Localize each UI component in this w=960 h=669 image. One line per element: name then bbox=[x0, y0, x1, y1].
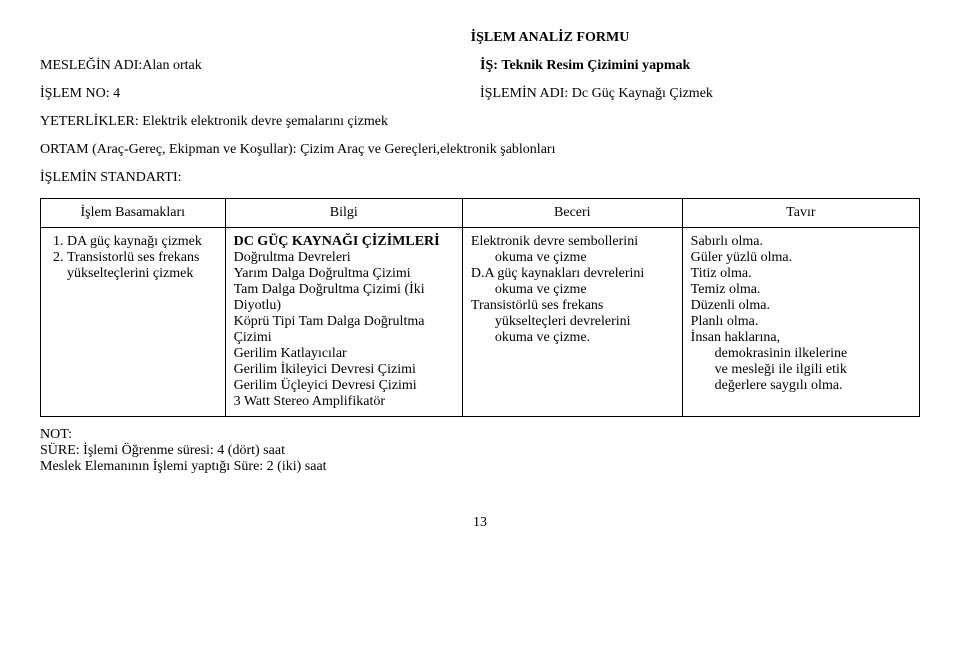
ortam-row: ORTAM (Araç-Gereç, Ekipman ve Koşullar):… bbox=[40, 142, 920, 158]
cell-basamak: DA güç kaynağı çizmek Transistorlü ses f… bbox=[41, 228, 226, 417]
bilgi-line: Yarım Dalga Doğrultma Çizimi bbox=[234, 266, 454, 282]
beceri-line: Transistörlü ses frekans bbox=[471, 298, 674, 314]
ortam-label: ORTAM (Araç-Gereç, Ekipman ve Koşullar): bbox=[40, 142, 297, 157]
meslek-label: MESLEĞİN ADI: bbox=[40, 58, 142, 73]
islemin-adi-label: İŞLEMİN ADI: bbox=[480, 86, 568, 101]
beceri-line: yükselteçleri devrelerini bbox=[471, 314, 674, 330]
tavir-line: ve mesleği ile ilgili etik bbox=[691, 362, 911, 378]
page-number: 13 bbox=[40, 515, 920, 531]
analysis-table: İşlem Basamakları Bilgi Beceri Tavır DA … bbox=[40, 198, 920, 417]
bilgi-line: Köprü Tipi Tam Dalga Doğrultma Çizimi bbox=[234, 314, 454, 346]
tavir-line: Titiz olma. bbox=[691, 266, 911, 282]
tavir-line: değerlere saygılı olma. bbox=[691, 378, 911, 394]
islem-no-label: İŞLEM NO: bbox=[40, 86, 110, 101]
tavir-line: İnsan haklarına, bbox=[691, 330, 911, 346]
cell-tavir: Sabırlı olma. Güler yüzlü olma. Titiz ol… bbox=[682, 228, 919, 417]
is-value: Teknik Resim Çizimini yapmak bbox=[501, 58, 690, 73]
row-islemno-islemadi: İŞLEM NO: 4 İŞLEMİN ADI: Dc Güç Kaynağı … bbox=[40, 86, 920, 102]
table-header-row: İşlem Basamakları Bilgi Beceri Tavır bbox=[41, 199, 920, 228]
form-title: İŞLEM ANALİZ FORMU bbox=[180, 30, 920, 46]
footer-block: NOT: SÜRE: İşlemi Öğrenme süresi: 4 (dör… bbox=[40, 427, 920, 475]
basamak-list: DA güç kaynağı çizmek Transistorlü ses f… bbox=[49, 234, 217, 282]
cell-bilgi: DC GÜÇ KAYNAĞI ÇİZİMLERİ Doğrultma Devre… bbox=[225, 228, 462, 417]
islemin-adi-value: Dc Güç Kaynağı Çizmek bbox=[572, 86, 713, 101]
beceri-line: D.A güç kaynakları devrelerini bbox=[471, 266, 674, 282]
form-page: İŞLEM ANALİZ FORMU MESLEĞİN ADI:Alan ort… bbox=[40, 30, 920, 531]
tavir-line: demokrasinin ilkelerine bbox=[691, 346, 911, 362]
beceri-line: Elektronik devre sembollerini bbox=[471, 234, 674, 250]
meslek-block: MESLEĞİN ADI:Alan ortak bbox=[40, 58, 480, 74]
bilgi-line: 3 Watt Stereo Amplifikatör bbox=[234, 394, 454, 410]
is-block: İŞ: Teknik Resim Çizimini yapmak bbox=[480, 58, 920, 74]
tavir-line: Planlı olma. bbox=[691, 314, 911, 330]
bilgi-title: DC GÜÇ KAYNAĞI ÇİZİMLERİ bbox=[234, 234, 454, 250]
row-meslek-is: MESLEĞİN ADI:Alan ortak İŞ: Teknik Resim… bbox=[40, 58, 920, 74]
islemin-adi-block: İŞLEMİN ADI: Dc Güç Kaynağı Çizmek bbox=[480, 86, 920, 102]
header-beceri: Beceri bbox=[462, 199, 682, 228]
bilgi-line: Doğrultma Devreleri bbox=[234, 250, 454, 266]
standart-label: İŞLEMİN STANDARTI: bbox=[40, 170, 182, 185]
header-tavir: Tavır bbox=[682, 199, 919, 228]
header-bilgi: Bilgi bbox=[225, 199, 462, 228]
bilgi-line: Gerilim Katlayıcılar bbox=[234, 346, 454, 362]
tavir-line: Sabırlı olma. bbox=[691, 234, 911, 250]
footer-sure1: SÜRE: İşlemi Öğrenme süresi: 4 (dört) sa… bbox=[40, 443, 920, 459]
bilgi-line: Tam Dalga Doğrultma Çizimi (İki Diyotlu) bbox=[234, 282, 454, 314]
tavir-line: Temiz olma. bbox=[691, 282, 911, 298]
yeterlikler-value: Elektrik elektronik devre şemalarını çiz… bbox=[142, 114, 388, 129]
yeterlikler-label: YETERLİKLER: bbox=[40, 114, 139, 129]
islem-no-block: İŞLEM NO: 4 bbox=[40, 86, 480, 102]
tavir-line: Güler yüzlü olma. bbox=[691, 250, 911, 266]
basamak-item-2: Transistorlü ses frekans yükselteçlerini… bbox=[67, 250, 217, 282]
meslek-value: Alan ortak bbox=[142, 58, 201, 73]
beceri-line: okuma ve çizme. bbox=[471, 330, 674, 346]
is-label: İŞ: bbox=[480, 58, 498, 73]
beceri-line: okuma ve çizme bbox=[471, 250, 674, 266]
beceri-line: okuma ve çizme bbox=[471, 282, 674, 298]
bilgi-line: Gerilim Üçleyici Devresi Çizimi bbox=[234, 378, 454, 394]
yeterlikler-row: YETERLİKLER: Elektrik elektronik devre ş… bbox=[40, 114, 920, 130]
ortam-value: Çizim Araç ve Gereçleri,elektronik şablo… bbox=[300, 142, 555, 157]
header-basamak: İşlem Basamakları bbox=[41, 199, 226, 228]
standart-row: İŞLEMİN STANDARTI: bbox=[40, 170, 920, 186]
tavir-line: Düzenli olma. bbox=[691, 298, 911, 314]
cell-beceri: Elektronik devre sembollerini okuma ve ç… bbox=[462, 228, 682, 417]
basamak-item-1: DA güç kaynağı çizmek bbox=[67, 234, 217, 250]
islem-no-value: 4 bbox=[113, 86, 120, 101]
footer-sure2: Meslek Elemanının İşlemi yaptığı Süre: 2… bbox=[40, 459, 920, 475]
table-row: DA güç kaynağı çizmek Transistorlü ses f… bbox=[41, 228, 920, 417]
footer-not: NOT: bbox=[40, 427, 920, 443]
bilgi-line: Gerilim İkileyici Devresi Çizimi bbox=[234, 362, 454, 378]
